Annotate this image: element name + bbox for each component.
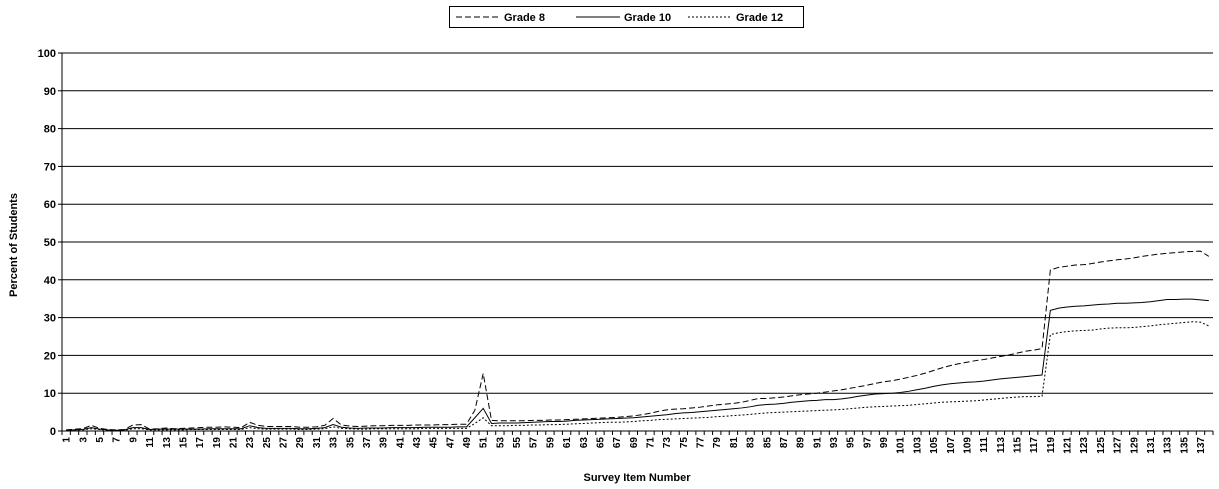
x-tick-label: 35: [345, 437, 356, 449]
x-tick-label: 103: [912, 437, 923, 454]
x-tick-label: 119: [1046, 437, 1057, 454]
x-tick-label: 61: [562, 437, 573, 449]
x-tick-label: 19: [212, 437, 223, 449]
x-tick-label: 75: [679, 437, 690, 449]
x-tick-label: 5: [95, 437, 106, 443]
legend-label: Grade 10: [624, 12, 671, 24]
x-tick-label: 77: [696, 437, 707, 449]
x-tick-label: 69: [629, 437, 640, 449]
legend-label: Grade 8: [504, 12, 545, 24]
x-tick-label: 17: [195, 437, 206, 449]
x-tick-label: 93: [829, 437, 840, 449]
y-axis-title: Percent of Students: [8, 193, 20, 297]
legend-label: Grade 12: [736, 12, 783, 24]
x-tick-label: 123: [1079, 437, 1090, 454]
x-tick-label: 115: [1012, 437, 1023, 454]
x-tick-label: 11: [145, 437, 156, 448]
x-tick-label: 107: [946, 437, 957, 454]
y-tick-label: 90: [44, 86, 56, 98]
x-tick-label: 65: [595, 437, 606, 449]
y-tick-label: 40: [44, 275, 56, 287]
x-tick-label: 31: [312, 437, 323, 449]
x-tick-label: 23: [245, 437, 256, 449]
x-tick-label: 3: [78, 437, 89, 443]
y-tick-label: 30: [44, 313, 56, 325]
series-line-grade-12: [66, 321, 1210, 431]
x-tick-label: 29: [295, 437, 306, 449]
x-tick-label: 67: [612, 437, 623, 449]
x-tick-label: 41: [395, 437, 406, 449]
x-tick-label: 127: [1113, 437, 1124, 454]
x-tick-label: 101: [896, 437, 907, 454]
x-tick-label: 105: [929, 437, 940, 454]
x-tick-label: 125: [1096, 437, 1107, 454]
x-tick-label: 97: [862, 437, 873, 449]
x-tick-label: 117: [1029, 437, 1040, 454]
x-tick-label: 129: [1129, 437, 1140, 454]
x-tick-label: 121: [1063, 437, 1074, 454]
x-tick-labels: 1 3 5 7 9 11 13 15 17 19 21 23 25 27 29 31 33 35 37 39 41 43 4…: [62, 437, 1207, 454]
axes: [58, 52, 1214, 435]
series-line-grade-10: [66, 298, 1209, 431]
x-tick-label: 73: [662, 437, 673, 449]
x-tick-label: 43: [412, 437, 423, 449]
legend-entries: Grade 8 Grade 10 Grade 12: [456, 12, 783, 24]
x-tick-label: 113: [996, 437, 1007, 454]
x-tick-label: 79: [712, 437, 723, 449]
x-tick-label: 33: [329, 437, 340, 449]
series-line-grade-8: [66, 250, 1210, 431]
y-tick-labels: 0 10 20 30 40 50 60 70 80 90 100: [38, 48, 56, 438]
x-tick-label: 83: [746, 437, 757, 449]
x-axis-title: Survey Item Number: [584, 472, 692, 484]
x-tick-label: 53: [495, 437, 506, 449]
x-tick-label: 91: [812, 437, 823, 449]
y-tick-label: 50: [44, 237, 56, 249]
x-tick-label: 45: [429, 437, 440, 449]
series-lines: [66, 250, 1210, 431]
x-tick-label: 137: [1196, 437, 1207, 454]
x-tick-label: 1: [62, 437, 73, 443]
x-tick-label: 131: [1146, 437, 1157, 454]
x-tick-label: 59: [545, 437, 556, 449]
x-tick-label: 21: [228, 437, 239, 449]
x-tick-label: 37: [362, 437, 373, 449]
y-tick-label: 100: [38, 48, 56, 60]
x-tick-label: 95: [846, 437, 857, 449]
y-tick-label: 0: [50, 426, 56, 438]
x-tick-label: 71: [646, 437, 657, 449]
x-tick-label: 57: [529, 437, 540, 449]
x-tick-label: 9: [128, 437, 139, 443]
x-tick-label: 15: [178, 437, 189, 449]
x-tick-label: 27: [279, 437, 290, 449]
x-tick-label: 55: [512, 437, 523, 449]
x-tick-label: 49: [462, 437, 473, 449]
x-tick-label: 89: [796, 437, 807, 449]
y-tick-label: 10: [44, 388, 56, 400]
x-tick-label: 63: [579, 437, 590, 449]
x-tick-label: 99: [879, 437, 890, 449]
x-tick-label: 13: [162, 437, 173, 449]
x-tick-label: 25: [262, 437, 273, 449]
x-tick-label: 109: [962, 437, 973, 454]
x-tick-label: 51: [479, 437, 490, 449]
x-tick-label: 87: [779, 437, 790, 449]
y-tick-label: 60: [44, 199, 56, 211]
gridlines: [62, 52, 1213, 394]
legend: Grade 8 Grade 10 Grade 12: [449, 6, 804, 28]
x-tick-label: 39: [379, 437, 390, 449]
x-tick-label: 81: [729, 437, 740, 449]
x-tick-label: 85: [762, 437, 773, 449]
y-tick-label: 70: [44, 161, 56, 173]
y-tick-label: 80: [44, 124, 56, 136]
x-tick-label: 111: [979, 437, 990, 453]
x-tick-label: 7: [112, 437, 123, 443]
y-tick-label: 20: [44, 350, 56, 362]
x-tick-label: 135: [1179, 437, 1190, 454]
x-tick-label: 47: [445, 437, 456, 449]
x-tick-label: 133: [1163, 437, 1174, 454]
